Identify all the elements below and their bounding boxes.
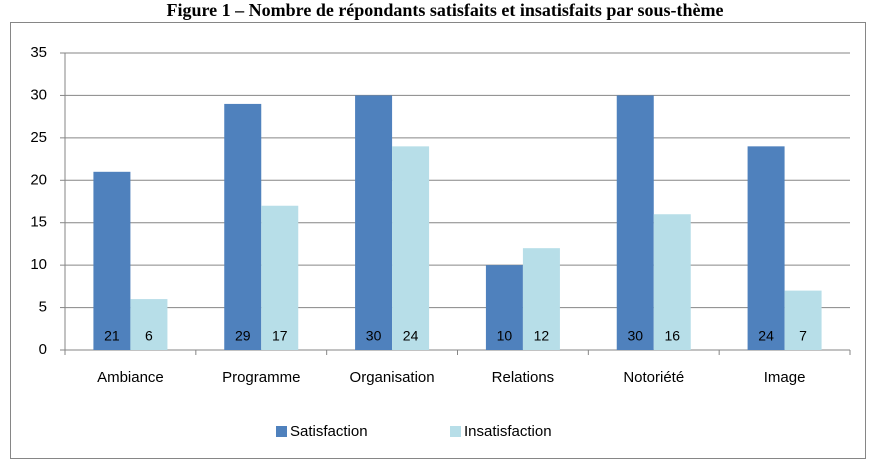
legend-swatch: [450, 426, 461, 437]
bar: [93, 171, 131, 350]
data-label: 16: [664, 328, 680, 344]
y-tick-label: 35: [30, 44, 47, 61]
data-label: 7: [799, 328, 807, 344]
chart-title: Figure 1 – Nombre de répondants satisfai…: [167, 0, 724, 20]
data-label: 6: [145, 328, 153, 344]
x-tick-label: Notoriété: [623, 369, 684, 386]
bar: [616, 95, 654, 350]
bar: [747, 146, 785, 350]
x-tick-label: Relations: [492, 369, 555, 386]
x-tick-label: Programme: [222, 369, 300, 386]
y-tick-label: 0: [39, 341, 47, 358]
bar: [485, 265, 523, 350]
x-tick-label: Image: [764, 369, 806, 386]
legend-label: Insatisfaction: [464, 423, 552, 440]
data-label: 12: [534, 328, 550, 344]
data-label: 30: [366, 328, 382, 344]
chart-frame: [10, 22, 866, 459]
bar: [522, 248, 560, 350]
data-label: 10: [497, 328, 513, 344]
legend-swatch: [276, 426, 287, 437]
data-label: 30: [627, 328, 643, 344]
bar: [130, 299, 168, 350]
data-label: 21: [104, 328, 120, 344]
y-tick-label: 10: [30, 256, 47, 273]
y-tick-label: 30: [30, 86, 47, 103]
data-label: 17: [272, 328, 288, 344]
legend-label: Satisfaction: [290, 423, 368, 440]
x-tick-label: Organisation: [350, 369, 435, 386]
x-tick-label: Ambiance: [97, 369, 164, 386]
y-tick-label: 25: [30, 129, 47, 146]
y-tick-label: 5: [39, 299, 47, 316]
data-label: 24: [403, 328, 419, 344]
y-tick-label: 20: [30, 171, 47, 188]
bar: [224, 103, 262, 351]
bar: [261, 205, 299, 350]
data-label: 29: [235, 328, 251, 344]
bar: [784, 290, 822, 350]
bar: [653, 214, 691, 350]
y-tick-label: 15: [30, 214, 47, 231]
data-label: 24: [758, 328, 774, 344]
bar: [392, 146, 430, 350]
bar: [355, 95, 393, 350]
